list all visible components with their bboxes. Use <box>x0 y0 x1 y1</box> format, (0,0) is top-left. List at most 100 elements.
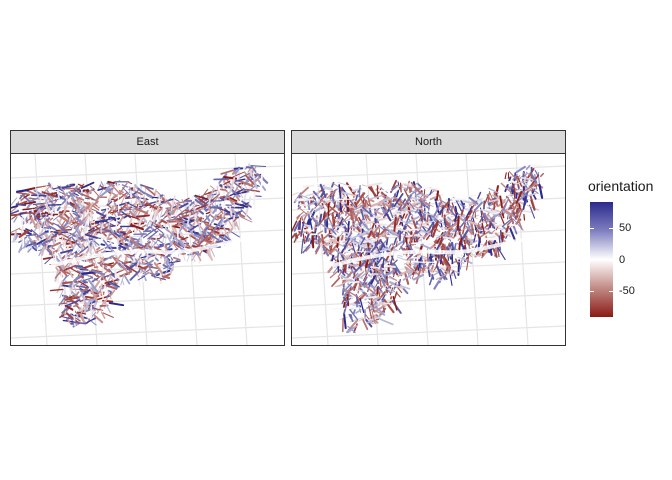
street-segment <box>404 199 409 204</box>
street-segment <box>342 271 353 284</box>
street-segment <box>80 193 94 200</box>
street-segment <box>212 206 219 214</box>
street-segment <box>240 216 253 223</box>
street-segment <box>354 260 367 273</box>
street-segment <box>159 207 164 218</box>
street-segment <box>305 230 311 235</box>
street-segment <box>359 297 365 313</box>
street-segment <box>380 291 386 298</box>
street-segment <box>240 202 249 206</box>
street-segment <box>118 244 127 250</box>
street-segment <box>89 212 94 224</box>
street-segment <box>173 198 180 202</box>
street-segment <box>218 208 224 215</box>
street-segment <box>326 200 333 203</box>
street-segment <box>315 220 329 229</box>
street-segment <box>420 243 432 250</box>
street-segment <box>450 269 460 274</box>
graticule-line <box>11 293 284 307</box>
street-segment <box>412 261 421 268</box>
street-segment <box>477 229 485 232</box>
street-segment <box>133 245 138 250</box>
street-segment <box>61 234 65 248</box>
street-segment <box>405 267 412 279</box>
street-segment <box>123 273 131 285</box>
street-segment <box>392 295 398 311</box>
street-segment <box>119 270 134 278</box>
street-segment <box>164 263 172 276</box>
street-segment <box>54 271 61 279</box>
street-segment <box>217 199 220 213</box>
street-segment <box>309 219 313 230</box>
street-segment <box>375 256 383 266</box>
street-segment <box>297 221 302 231</box>
street-segment <box>331 211 335 216</box>
street-segment <box>132 221 136 235</box>
street-segment <box>257 173 269 184</box>
street-segment <box>113 267 118 279</box>
street-segment <box>208 198 211 207</box>
street-segment <box>54 232 59 236</box>
street-segment <box>125 218 133 232</box>
street-segment <box>466 255 470 271</box>
street-segment <box>32 212 40 219</box>
street-segment <box>125 214 140 220</box>
street-segment <box>534 169 539 176</box>
street-segment <box>357 285 361 294</box>
street-segment <box>138 266 146 275</box>
street-segment <box>109 289 116 298</box>
street-segment <box>96 246 101 251</box>
street-segment <box>88 240 93 246</box>
street-segment <box>352 249 359 256</box>
street-segment <box>188 215 197 221</box>
street-segment <box>71 210 78 214</box>
street-segment <box>75 196 85 201</box>
street-segment <box>75 205 86 215</box>
street-segment <box>373 303 388 313</box>
street-segment <box>472 217 478 233</box>
street-segment <box>58 296 66 307</box>
street-segment <box>370 238 382 253</box>
street-segment <box>63 286 66 299</box>
street-segment <box>43 213 47 229</box>
street-segment <box>325 205 336 215</box>
street-segment <box>207 231 220 241</box>
street-segment <box>166 218 178 221</box>
street-segment <box>49 233 62 239</box>
street-segment <box>302 184 315 188</box>
street-segment <box>362 184 367 187</box>
street-segment <box>392 212 403 216</box>
street-segment <box>425 234 431 241</box>
street-segment <box>410 181 422 194</box>
facet-east: East <box>10 130 285 346</box>
street-segment <box>504 172 507 180</box>
street-segment <box>146 221 150 228</box>
street-segment <box>52 222 58 226</box>
street-segment <box>208 188 215 201</box>
street-segment <box>383 269 396 278</box>
street-segment <box>516 208 523 224</box>
street-segment <box>354 274 361 280</box>
street-segment <box>71 313 88 320</box>
street-segment <box>443 216 451 229</box>
street-segment <box>527 192 537 197</box>
street-segment <box>205 215 211 222</box>
street-segment <box>494 185 500 198</box>
street-segment <box>56 186 60 200</box>
street-segment <box>322 246 330 257</box>
street-segment <box>165 211 171 221</box>
street-segment <box>484 229 492 233</box>
street-segment <box>173 242 180 248</box>
street-segment <box>406 263 419 275</box>
street-segment <box>433 202 442 217</box>
street-segment <box>216 214 223 221</box>
street-segment <box>315 245 321 255</box>
street-segment <box>34 202 46 210</box>
street-segment <box>102 209 107 215</box>
street-segment <box>461 257 473 265</box>
street-segment <box>409 231 416 244</box>
street-segment <box>300 238 304 254</box>
street-segment <box>93 266 99 269</box>
street-segment <box>422 212 426 219</box>
street-segment <box>101 272 115 279</box>
